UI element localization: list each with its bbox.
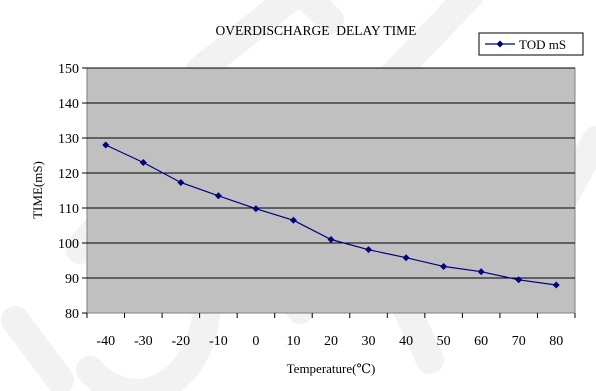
x-tick-label: 20 xyxy=(324,334,338,349)
x-axis-label: Temperature(℃) xyxy=(287,361,376,376)
x-tick-label: -20 xyxy=(172,334,191,349)
series-markers xyxy=(102,141,560,289)
x-tick-label: 80 xyxy=(549,334,563,349)
data-point-marker xyxy=(289,216,297,224)
y-tick-label: 140 xyxy=(58,97,79,112)
x-tick-label: -30 xyxy=(134,334,153,349)
x-tick-label: 30 xyxy=(362,334,376,349)
x-tick-label: 10 xyxy=(286,334,300,349)
data-point-marker xyxy=(515,276,523,284)
x-tick-label: 50 xyxy=(437,334,451,349)
y-axis-label: TIME(mS) xyxy=(30,161,45,219)
data-point-marker xyxy=(365,246,373,254)
x-tick-label: -10 xyxy=(209,334,228,349)
y-tick-label: 120 xyxy=(58,167,79,182)
data-point-marker xyxy=(139,159,147,166)
legend-marker-diamond xyxy=(496,40,504,48)
chart-title: OVERDISCHARGE DELAY TIME xyxy=(216,23,417,38)
y-axis-ticks: 80 90 100 110 120 130 140 150 xyxy=(58,62,87,322)
x-tick-label: -40 xyxy=(96,334,115,349)
data-point-marker xyxy=(327,236,335,243)
data-point-marker xyxy=(402,254,410,262)
y-tick-label: 100 xyxy=(58,237,79,252)
x-tick-label: 70 xyxy=(512,334,526,349)
y-tick-label: 150 xyxy=(58,62,79,77)
y-tick-label: 80 xyxy=(65,307,79,322)
data-point-marker xyxy=(440,262,448,270)
x-tick-label: 40 xyxy=(399,334,413,349)
legend-label: TOD mS xyxy=(519,37,566,52)
y-tick-label: 110 xyxy=(59,202,79,217)
data-point-marker xyxy=(214,192,222,200)
y-tick-label: 90 xyxy=(65,272,79,287)
data-point-marker xyxy=(477,268,485,276)
x-tick-label: 60 xyxy=(474,334,488,349)
x-tick-label: 0 xyxy=(252,334,259,349)
y-tick-label: 130 xyxy=(58,132,79,147)
data-point-marker xyxy=(102,141,110,149)
legend: TOD mS xyxy=(478,32,584,56)
data-point-marker xyxy=(252,205,260,213)
legend-box xyxy=(478,32,584,56)
data-point-marker xyxy=(552,281,560,289)
data-point-marker xyxy=(177,178,185,186)
x-axis-ticks: -40 -30 -20 -10 0 10 20 30 40 50 60 70 80 xyxy=(86,313,576,349)
